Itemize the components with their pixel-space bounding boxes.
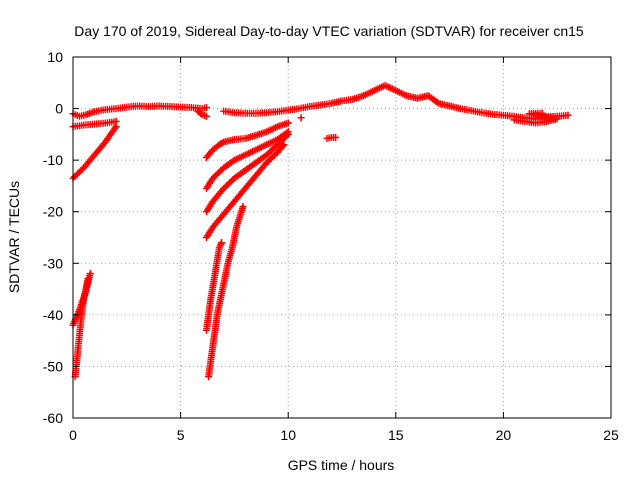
series-arc-h	[205, 203, 247, 381]
data-point	[538, 109, 546, 117]
data-point	[279, 142, 287, 150]
data-point	[86, 270, 94, 278]
y-tick-label: -50	[43, 358, 63, 374]
x-tick-label: 25	[603, 427, 619, 443]
series-isolated-10-6h	[297, 114, 305, 122]
data-point	[283, 132, 291, 140]
data-point	[218, 139, 226, 147]
series-arc-i	[202, 239, 225, 334]
y-tick-label: -20	[43, 204, 63, 220]
data-point	[202, 112, 210, 120]
data-point	[284, 119, 292, 127]
data-point	[280, 141, 288, 149]
series-arc-f	[202, 130, 292, 216]
series-dip-6h	[194, 107, 210, 120]
x-tick-label: 15	[388, 427, 404, 443]
series-baseline-1	[69, 102, 210, 120]
plot-frame	[72, 56, 612, 419]
data-point	[112, 123, 120, 131]
data-point	[197, 110, 205, 118]
x-tick-label: 5	[177, 427, 185, 443]
data-point	[564, 111, 572, 119]
series-arc-g	[202, 141, 288, 241]
ticks-layer: 0 5 10 15 20 25 -60 -50 -40 -30 -20 -10 0 10	[43, 49, 619, 443]
y-tick-label: -40	[43, 307, 63, 323]
y-tick-label: 10	[47, 49, 63, 65]
series-arc-a	[69, 123, 120, 182]
x-axis-label: GPS time / hours	[288, 457, 395, 473]
data-point	[84, 275, 92, 283]
y-tick-label: 0	[55, 101, 63, 117]
data-point	[433, 98, 441, 106]
data-point	[217, 239, 225, 247]
data-point	[332, 133, 340, 141]
data-points-layer	[69, 81, 572, 381]
data-point	[284, 130, 292, 138]
series-spread-21h	[510, 109, 561, 127]
series-baseline-3	[220, 81, 572, 123]
x-tick-label: 10	[280, 427, 296, 443]
series-arc-d	[202, 119, 292, 162]
data-point	[239, 203, 247, 211]
x-tick-label: 0	[69, 427, 77, 443]
y-tick-label: -30	[43, 255, 63, 271]
chart-title: Day 170 of 2019, Sidereal Day-to-day VTE…	[74, 23, 584, 39]
data-point	[297, 114, 305, 122]
y-tick-label: -60	[43, 410, 63, 426]
y-axis-label: SDTVAR / TECUs	[6, 181, 22, 293]
data-point	[202, 104, 210, 112]
x-tick-label: 20	[496, 427, 512, 443]
y-tick-label: -10	[43, 152, 63, 168]
series-isolated-12h	[323, 133, 340, 142]
series-arc-c	[71, 275, 92, 381]
